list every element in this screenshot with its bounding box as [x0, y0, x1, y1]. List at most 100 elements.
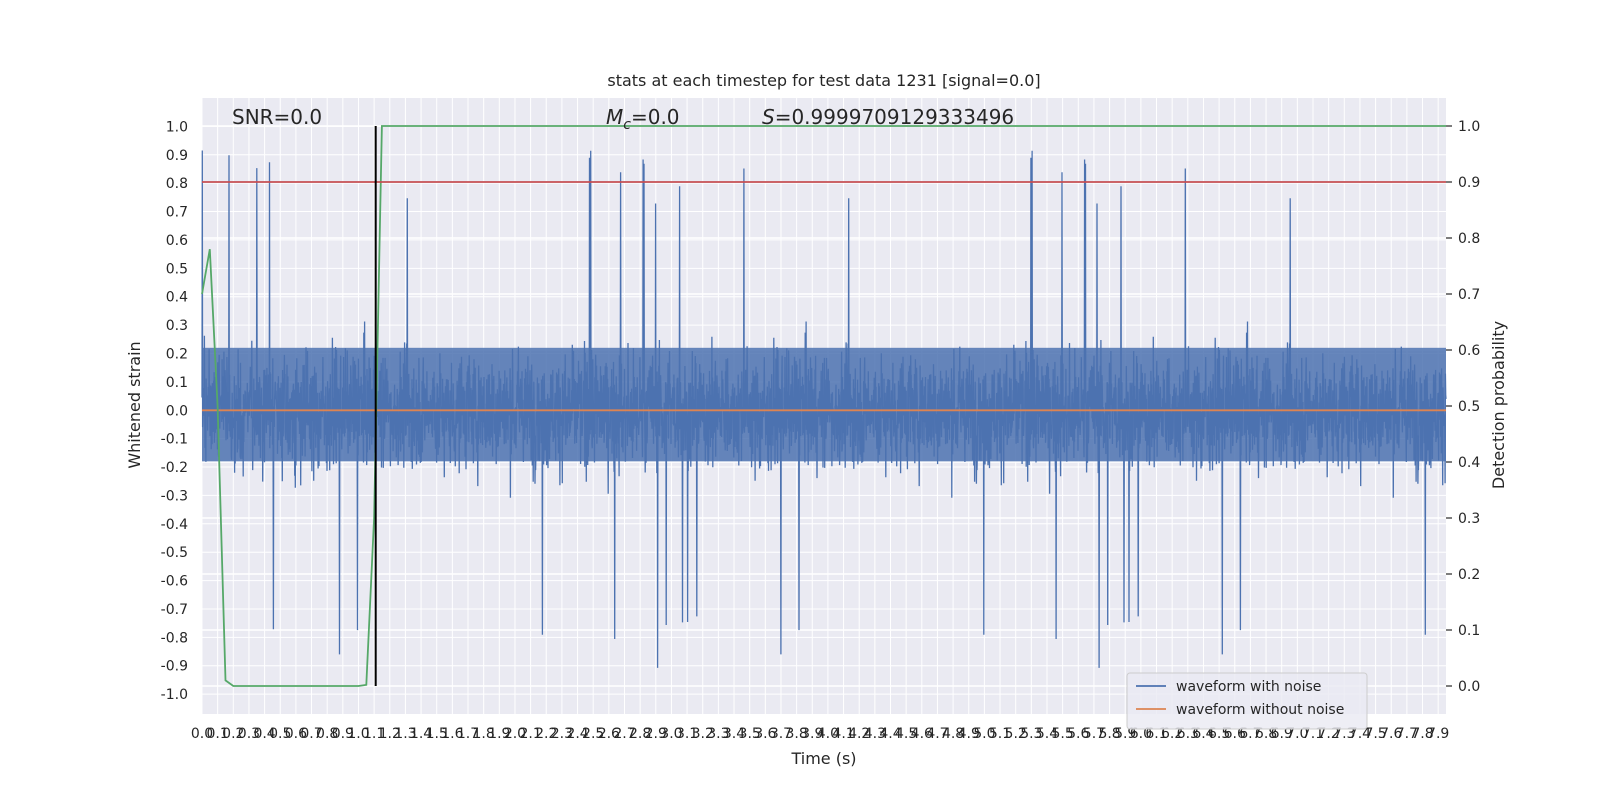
x-tick-label: 1.8: [473, 726, 495, 742]
x-tick-label: 1.3: [394, 726, 416, 742]
x-tick-label: 6.8: [1255, 726, 1277, 742]
y2-axis-label: Detection probability: [1489, 321, 1508, 489]
y-tick-label: -0.5: [161, 545, 188, 561]
x-tick-label: 7.4: [1349, 726, 1371, 742]
y-tick-label: -0.1: [161, 432, 188, 448]
series-waveform-with-noise: [201, 150, 1447, 668]
x-tick-label: 0.4: [253, 726, 275, 742]
x-tick-label: 5.7: [1083, 726, 1105, 742]
y2-tick-label: 0.2: [1458, 567, 1480, 583]
y-tick-label: -0.3: [161, 488, 188, 504]
x-tick-label: 3.2: [692, 726, 714, 742]
x-axis-label: Time (s): [790, 749, 856, 768]
x-tick-label: 0.7: [300, 726, 322, 742]
y-tick-label: -1.0: [161, 687, 188, 703]
x-tick-label: 0.2: [222, 726, 244, 742]
y2-tick-label: 0.8: [1458, 231, 1480, 247]
x-tick-label: 4.9: [958, 726, 980, 742]
x-tick-label: 4.7: [926, 726, 948, 742]
x-tick-label: 6.9: [1271, 726, 1293, 742]
x-tick-label: 2.4: [566, 726, 588, 742]
legend-box: [1126, 672, 1368, 730]
x-tick-label: 2.0: [504, 726, 526, 742]
x-tick-label: 7.0: [1286, 726, 1308, 742]
x-tick-label: 1.7: [457, 726, 479, 742]
x-tick-label: 6.1: [1145, 726, 1167, 742]
legend-label-noise: waveform with noise: [1176, 679, 1321, 695]
y-tick-label: -0.8: [161, 630, 188, 646]
y-tick-label: 0.5: [166, 261, 188, 277]
y-tick-label: 0.0: [166, 403, 188, 419]
x-tick-label: 2.2: [535, 726, 557, 742]
x-tick-label: 6.4: [1192, 726, 1214, 742]
s-symbol: S: [762, 105, 775, 129]
x-tick-label: 5.5: [1051, 726, 1073, 742]
x-tick-label: 1.2: [379, 726, 401, 742]
y2-tick-label: 0.3: [1458, 511, 1480, 527]
y-axis-left: -1.0 -0.9 -0.8 -0.7 -0.6 -0.5 -0.4 -0.3 -0.2 -0.1…: [161, 119, 188, 703]
x-tick-label: 2.7: [613, 726, 635, 742]
y-tick-label: -0.6: [161, 574, 188, 590]
x-tick-label: 1.0: [347, 726, 369, 742]
x-tick-label: 6.7: [1239, 726, 1261, 742]
x-tick-label: 7.2: [1318, 726, 1340, 742]
x-tick-label: 0.3: [238, 726, 260, 742]
x-tick-label: 5.4: [1036, 726, 1058, 742]
y-tick-label: 0.6: [166, 233, 188, 249]
x-tick-label: 5.6: [1067, 726, 1089, 742]
x-tick-label: 7.8: [1411, 726, 1433, 742]
x-tick-label: 4.2: [848, 726, 870, 742]
y2-tick-label: 0.6: [1458, 343, 1480, 359]
x-axis: 0.00.10.20.30.40.50.60.70.80.91.01.11.21…: [191, 726, 1449, 742]
y-tick-label: 0.7: [166, 205, 188, 221]
x-tick-label: 2.6: [598, 726, 620, 742]
x-tick-label: 3.9: [801, 726, 823, 742]
x-tick-label: 6.2: [1161, 726, 1183, 742]
y-tick-label: 0.8: [166, 176, 188, 192]
mc-symbol: M: [606, 105, 623, 129]
y-tick-label: 1.0: [166, 119, 188, 135]
x-tick-label: 4.1: [832, 726, 854, 742]
y2-tick-label: 0.7: [1458, 287, 1480, 303]
x-tick-label: 7.1: [1302, 726, 1324, 742]
x-tick-label: 1.5: [426, 726, 448, 742]
noise-core-band: [202, 347, 1446, 462]
x-tick-label: 0.6: [285, 726, 307, 742]
mc-value: =0.0: [631, 105, 680, 129]
x-tick-label: 6.6: [1224, 726, 1246, 742]
x-tick-label: 3.3: [707, 726, 729, 742]
x-tick-label: 2.3: [551, 726, 573, 742]
x-tick-label: 1.4: [410, 726, 432, 742]
x-tick-label: 1.1: [363, 726, 385, 742]
y2-tick-label: 0.5: [1458, 399, 1480, 415]
x-tick-label: 4.0: [817, 726, 839, 742]
x-tick-label: 5.3: [1020, 726, 1042, 742]
y-tick-label: -0.2: [161, 460, 188, 476]
y-axis-right: 0.0 0.1 0.2 0.3 0.4 0.5 0.6 0.7 0.8 0.9 1.0: [1446, 119, 1480, 695]
x-tick-label: 6.5: [1208, 726, 1230, 742]
y2-tick-label: 0.9: [1458, 175, 1480, 191]
x-tick-label: 0.1: [207, 726, 229, 742]
x-tick-label: 4.3: [864, 726, 886, 742]
x-tick-label: 2.9: [645, 726, 667, 742]
y-tick-label: 0.3: [166, 318, 188, 334]
y-tick-label: -0.7: [161, 602, 188, 618]
x-tick-label: 3.1: [676, 726, 698, 742]
mc-subscript: c: [623, 117, 631, 133]
x-tick-label: 7.9: [1427, 726, 1449, 742]
series-lines: [201, 125, 1446, 687]
y-tick-label: 0.4: [166, 290, 188, 306]
x-tick-label: 1.9: [488, 726, 510, 742]
legend: waveform with noise waveform without noi…: [1126, 672, 1368, 730]
x-tick-label: 5.0: [973, 726, 995, 742]
y2-tick-label: 0.1: [1458, 623, 1480, 639]
x-tick-label: 4.8: [942, 726, 964, 742]
chart-title: stats at each timestep for test data 123…: [607, 71, 1040, 90]
x-tick-label: 0.0: [191, 726, 213, 742]
x-tick-label: 3.7: [770, 726, 792, 742]
y-axis-label: Whitened strain: [125, 341, 144, 468]
y-tick-label: 0.9: [166, 148, 188, 164]
y2-tick-label: 0.0: [1458, 679, 1480, 695]
y2-tick-label: 0.4: [1458, 455, 1480, 471]
